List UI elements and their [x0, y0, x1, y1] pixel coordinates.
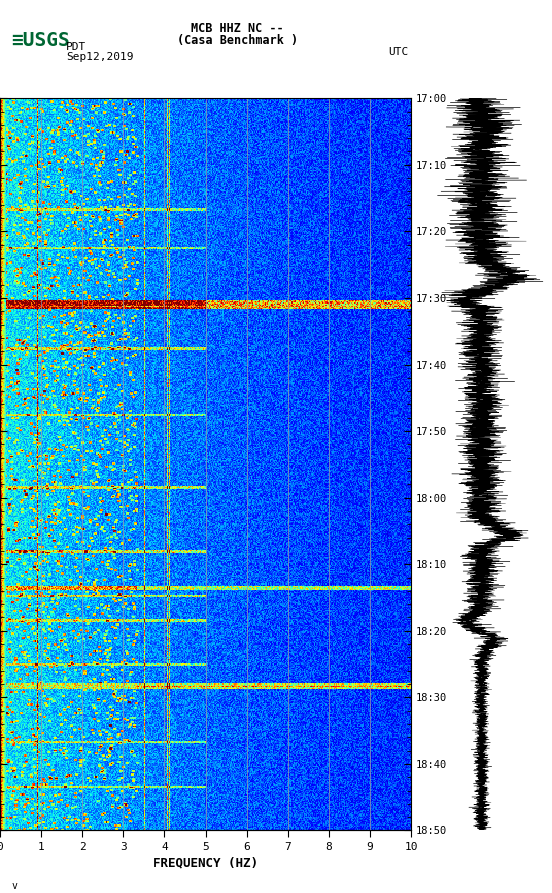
Text: ≡USGS: ≡USGS [11, 30, 70, 50]
Text: v: v [11, 880, 17, 890]
Text: MCB HHZ NC --: MCB HHZ NC -- [191, 22, 284, 35]
Text: (Casa Benchmark ): (Casa Benchmark ) [177, 34, 298, 46]
Text: Sep12,2019: Sep12,2019 [66, 52, 134, 63]
Text: PDT: PDT [66, 42, 87, 53]
Text: UTC: UTC [388, 46, 408, 57]
X-axis label: FREQUENCY (HZ): FREQUENCY (HZ) [153, 856, 258, 870]
